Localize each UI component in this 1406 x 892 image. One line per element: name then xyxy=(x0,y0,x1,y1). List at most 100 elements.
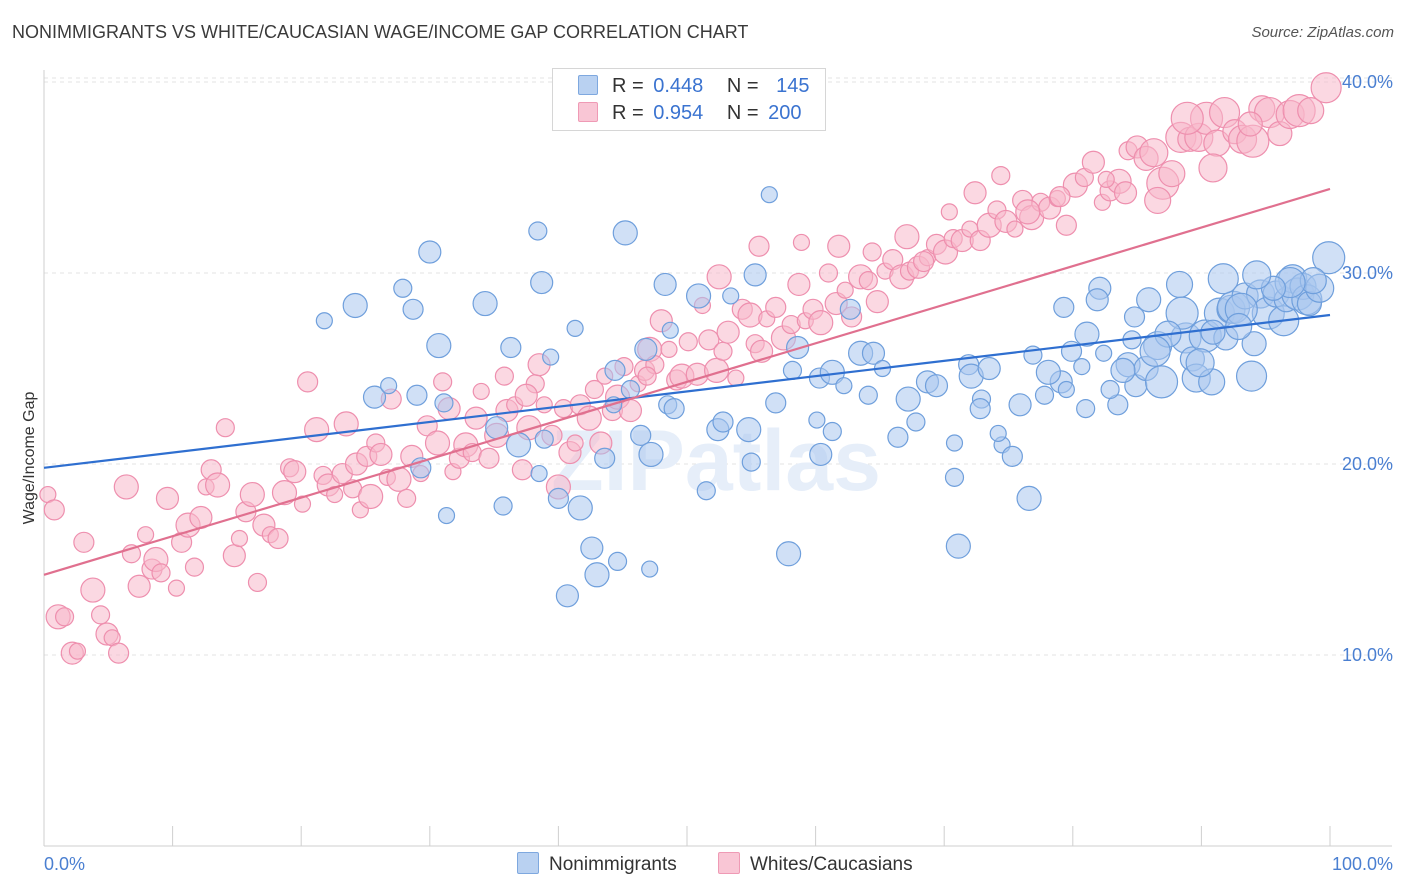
point-nonimmigrants xyxy=(530,270,554,295)
point-nonimmigrants xyxy=(362,385,387,409)
point-nonimmigrants xyxy=(822,421,842,442)
point-nonimmigrants xyxy=(434,393,454,413)
point-whites-caucasians xyxy=(1237,111,1263,137)
point-nonimmigrants xyxy=(741,452,761,472)
point-nonimmigrants xyxy=(342,292,368,319)
point-nonimmigrants xyxy=(1001,445,1023,467)
point-nonimmigrants xyxy=(393,278,413,298)
series-whites-caucasians xyxy=(39,72,1342,665)
point-nonimmigrants xyxy=(426,332,452,359)
point-whites-caucasians xyxy=(68,642,87,660)
point-nonimmigrants xyxy=(989,424,1007,443)
point-nonimmigrants xyxy=(1241,331,1267,357)
legend-row-nonimmigrants: R = 0.448 N = 145 xyxy=(578,75,810,101)
legend-row-whites: R = 0.954 N = 200 xyxy=(578,102,802,128)
legend: R = 0.448 N = 145 R = 0.954 N = 200 xyxy=(552,68,826,131)
point-nonimmigrants xyxy=(1008,393,1032,417)
point-nonimmigrants xyxy=(634,337,658,361)
point-nonimmigrants xyxy=(765,392,787,414)
point-whites-caucasians xyxy=(184,557,205,577)
point-whites-caucasians xyxy=(222,544,246,568)
chart-title: NONIMMIGRANTS VS WHITE/CAUCASIAN WAGE/IN… xyxy=(12,22,749,42)
legend-n-label: N = xyxy=(726,102,759,124)
point-whites-caucasians xyxy=(1015,199,1041,225)
point-whites-caucasians xyxy=(73,531,95,553)
point-whites-caucasians xyxy=(963,181,987,205)
point-whites-caucasians xyxy=(424,430,451,456)
point-whites-caucasians xyxy=(333,411,359,437)
point-nonimmigrants xyxy=(1053,296,1075,318)
point-nonimmigrants xyxy=(580,536,604,560)
point-whites-caucasians xyxy=(1310,72,1342,104)
point-whites-caucasians xyxy=(54,607,75,627)
point-nonimmigrants xyxy=(566,319,584,337)
point-nonimmigrants xyxy=(406,384,428,406)
point-nonimmigrants xyxy=(1207,263,1239,295)
point-nonimmigrants xyxy=(944,467,965,487)
point-nonimmigrants xyxy=(612,220,638,246)
point-nonimmigrants xyxy=(584,562,610,588)
point-whites-caucasians xyxy=(748,235,770,257)
point-whites-caucasians xyxy=(1139,138,1169,168)
point-whites-caucasians xyxy=(167,579,186,597)
trendline-whites-caucasians xyxy=(43,187,1331,576)
point-nonimmigrants xyxy=(663,398,685,420)
point-whites-caucasians xyxy=(660,340,678,358)
point-whites-caucasians xyxy=(1158,160,1186,188)
point-whites-caucasians xyxy=(618,398,643,423)
point-whites-caucasians xyxy=(566,434,584,452)
point-whites-caucasians xyxy=(836,281,854,299)
legend-r-value: 0.954 xyxy=(653,102,704,124)
bottom-legend-swatch-blue xyxy=(517,852,539,874)
point-whites-caucasians xyxy=(553,399,574,419)
point-whites-caucasians xyxy=(1113,181,1138,205)
point-whites-caucasians xyxy=(858,271,878,291)
point-whites-caucasians xyxy=(765,296,787,318)
point-nonimmigrants xyxy=(808,411,826,429)
point-whites-caucasians xyxy=(1170,101,1204,135)
point-whites-caucasians xyxy=(397,488,417,508)
x-tick-labels: 0.0% 100.0% xyxy=(44,854,1393,874)
point-whites-caucasians xyxy=(913,250,935,273)
legend-r-label: R = xyxy=(612,75,644,97)
point-nonimmigrants xyxy=(1073,357,1091,376)
point-whites-caucasians xyxy=(215,418,235,438)
point-whites-caucasians xyxy=(808,310,834,336)
point-nonimmigrants xyxy=(1312,241,1346,275)
point-whites-caucasians xyxy=(1144,186,1172,215)
bottom-legend-swatch-pink xyxy=(718,852,740,874)
point-whites-caucasians xyxy=(1198,153,1228,183)
y-axis-label: Wage/Income Gap xyxy=(21,392,38,525)
point-whites-caucasians xyxy=(43,499,65,521)
y-tick-label: 10.0% xyxy=(1342,645,1393,665)
point-whites-caucasians xyxy=(713,341,733,361)
point-nonimmigrants xyxy=(402,298,424,320)
point-nonimmigrants xyxy=(809,442,833,467)
point-whites-caucasians xyxy=(283,460,307,484)
point-nonimmigrants xyxy=(641,560,659,578)
point-whites-caucasians xyxy=(304,417,330,443)
y-tick-label: 40.0% xyxy=(1342,72,1393,92)
point-nonimmigrants xyxy=(472,290,498,317)
point-nonimmigrants xyxy=(839,298,861,320)
point-whites-caucasians xyxy=(271,480,298,506)
point-whites-caucasians xyxy=(151,563,171,583)
y-tick-labels: 10.0% 20.0% 30.0% 40.0% xyxy=(1342,72,1393,665)
legend-n-value: 200 xyxy=(768,102,802,124)
point-whites-caucasians xyxy=(1081,150,1105,174)
point-whites-caucasians xyxy=(637,366,657,386)
point-nonimmigrants xyxy=(858,385,878,405)
point-whites-caucasians xyxy=(865,290,889,314)
point-whites-caucasians xyxy=(535,396,553,414)
point-nonimmigrants xyxy=(775,541,802,567)
point-whites-caucasians xyxy=(737,302,763,328)
point-whites-caucasians xyxy=(716,320,740,344)
point-nonimmigrants xyxy=(1074,321,1100,347)
point-nonimmigrants xyxy=(547,487,570,509)
legend-n-value: 145 xyxy=(776,75,810,97)
point-nonimmigrants xyxy=(500,336,522,359)
point-whites-caucasians xyxy=(247,572,268,593)
point-whites-caucasians xyxy=(80,577,106,603)
point-nonimmigrants xyxy=(924,374,949,398)
point-whites-caucasians xyxy=(727,369,745,387)
